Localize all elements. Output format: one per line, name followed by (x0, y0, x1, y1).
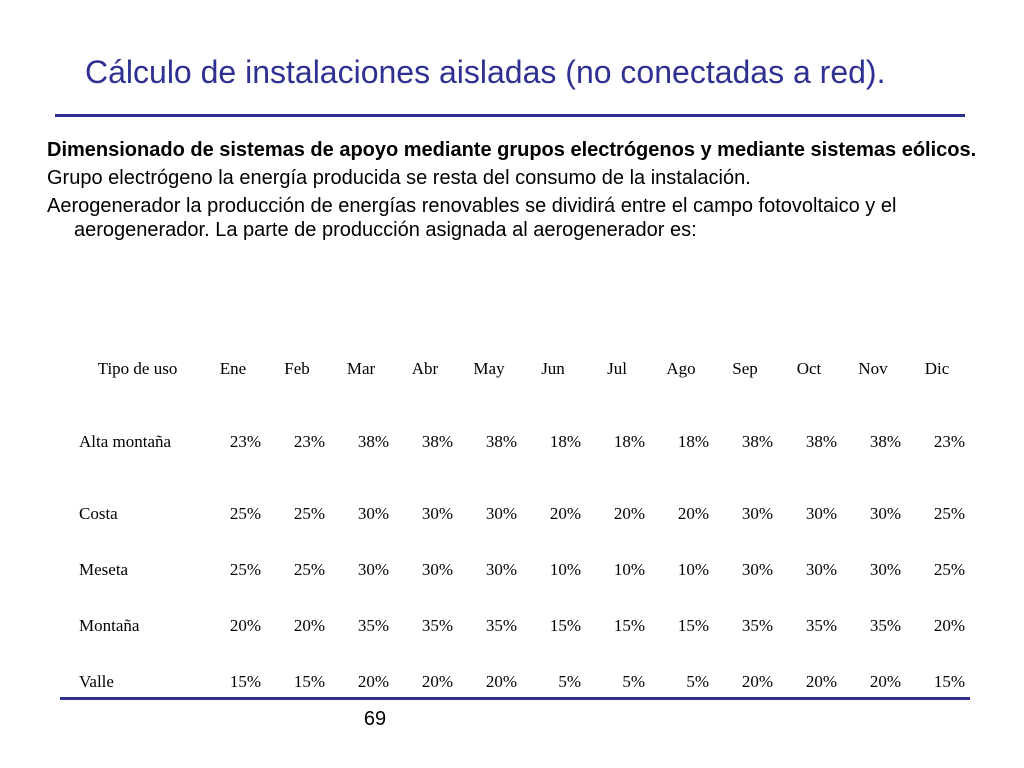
table-cell: 20% (805, 672, 837, 691)
table-cell: 18% (549, 432, 581, 451)
table-cell: 38% (485, 432, 517, 451)
row-label: Costa (79, 504, 118, 523)
table-cell: 25% (229, 560, 261, 579)
title-divider (55, 114, 965, 117)
table-cell: 23% (933, 432, 965, 451)
table-cell: 25% (293, 560, 325, 579)
header-cell-month: Oct (796, 359, 822, 378)
table-cell: 38% (805, 432, 837, 451)
table-row: Alta montaña 23% 23% 38% 38% 38% 18% 18%… (74, 390, 969, 494)
table-cell: 30% (485, 560, 517, 579)
table-header-row: Tipo de uso Ene Feb Mar Abr May Jun Jul … (74, 348, 969, 390)
table-cell: 20% (485, 672, 517, 691)
table-cell: 15% (293, 672, 325, 691)
table-cell: 30% (357, 504, 389, 523)
header-cell-month: Feb (284, 359, 310, 378)
row-label: Meseta (79, 560, 129, 579)
row-label: Montaña (79, 616, 140, 635)
header-cell-month: Abr (411, 359, 439, 378)
header-cell-month: Jun (541, 359, 565, 378)
table-cell: 20% (421, 672, 453, 691)
table-cell: 30% (805, 504, 837, 523)
table-cell: 20% (357, 672, 389, 691)
table-cell: 15% (613, 616, 645, 635)
table-cell: 15% (229, 672, 261, 691)
table-cell: 10% (677, 560, 709, 579)
table-cell: 23% (229, 432, 261, 451)
table-cell: 23% (293, 432, 325, 451)
table-cell: 30% (485, 504, 517, 523)
table-cell: 38% (869, 432, 901, 451)
table-cell: 25% (933, 504, 965, 523)
table-row: Meseta 25% 25% 30% 30% 30% 10% 10% 10% 3… (74, 534, 969, 606)
table-cell: 38% (421, 432, 453, 451)
header-cell-month: Sep (732, 359, 758, 378)
table-cell: 30% (741, 560, 773, 579)
table-cell: 38% (741, 432, 773, 451)
table-cell: 15% (677, 616, 709, 635)
table-cell: 5% (622, 672, 645, 691)
header-cell-month: Dic (924, 359, 950, 378)
table-cell: 20% (613, 504, 645, 523)
table-cell: 15% (549, 616, 581, 635)
table-cell: 25% (293, 504, 325, 523)
table-row: Costa 25% 25% 30% 30% 30% 20% 20% 20% 30… (74, 494, 969, 534)
table-cell: 20% (933, 616, 965, 635)
table-cell: 20% (549, 504, 581, 523)
table-cell: 30% (421, 504, 453, 523)
table-cell: 35% (485, 616, 517, 635)
table-cell: 5% (686, 672, 709, 691)
paragraph-wind-turbine: Aerogenerador la producción de energías … (47, 195, 897, 241)
table-cell: 10% (549, 560, 581, 579)
table-cell: 25% (933, 560, 965, 579)
table-cell: 20% (741, 672, 773, 691)
table-cell: 30% (869, 560, 901, 579)
table-cell: 30% (805, 560, 837, 579)
page-number: 69 (363, 708, 387, 730)
table-cell: 18% (613, 432, 645, 451)
table-cell: 5% (558, 672, 581, 691)
table-cell: 18% (677, 432, 709, 451)
table-cell: 20% (229, 616, 261, 635)
table-cell: 35% (421, 616, 453, 635)
table-cell: 35% (805, 616, 837, 635)
table-row: Montaña 20% 20% 35% 35% 35% 15% 15% 15% … (74, 606, 969, 646)
row-label: Alta montaña (79, 432, 172, 451)
table-cell: 25% (229, 504, 261, 523)
table-cell: 20% (677, 504, 709, 523)
slide-body: Dimensionado de sistemas de apoyo median… (47, 138, 977, 246)
header-cell-month: Ene (219, 359, 247, 378)
table-cell: 35% (357, 616, 389, 635)
table-cell: 30% (869, 504, 901, 523)
table-cell: 30% (421, 560, 453, 579)
slide-title: Cálculo de instalaciones aisladas (no co… (85, 54, 886, 90)
table-row: Valle 15% 15% 20% 20% 20% 5% 5% 5% 20% 2… (74, 646, 969, 718)
table-cell: 20% (869, 672, 901, 691)
paragraph-heading: Dimensionado de sistemas de apoyo median… (47, 139, 977, 161)
table-cell: 15% (933, 672, 965, 691)
header-cell-usage-type: Tipo de uso (97, 359, 178, 378)
header-cell-month: Jul (607, 359, 627, 378)
header-cell-month: May (473, 359, 505, 378)
table-cell: 35% (741, 616, 773, 635)
table-cell: 35% (869, 616, 901, 635)
paragraph-generator: Grupo electrógeno la energía producida s… (47, 167, 751, 189)
row-label: Valle (79, 672, 114, 691)
table-cell: 30% (741, 504, 773, 523)
header-cell-month: Nov (858, 359, 888, 378)
wind-share-table: Tipo de uso Ene Feb Mar Abr May Jun Jul … (74, 348, 969, 718)
table-cell: 10% (613, 560, 645, 579)
bottom-divider (60, 697, 970, 700)
table-cell: 30% (357, 560, 389, 579)
table-cell: 38% (357, 432, 389, 451)
header-cell-month: Mar (346, 359, 376, 378)
header-cell-month: Ago (666, 359, 696, 378)
table-cell: 20% (293, 616, 325, 635)
